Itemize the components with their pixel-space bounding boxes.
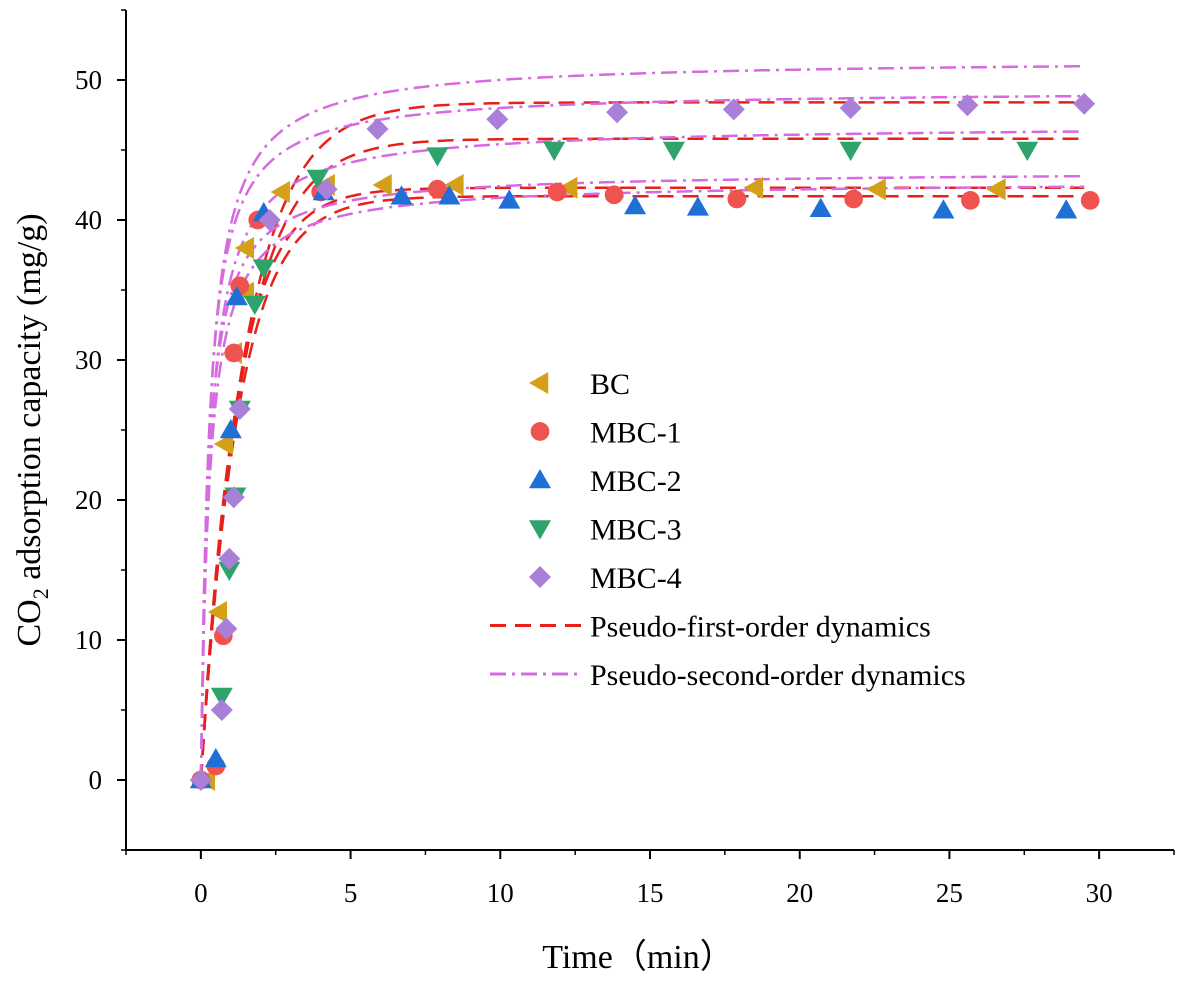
legend-label-pso: Pseudo-second-order dynamics (590, 659, 966, 692)
x-tick-label: 30 (1086, 878, 1113, 908)
pso-fit-curve-5 (199, 64, 1085, 781)
point-mbc-3 (252, 259, 275, 279)
point-mbc-2 (686, 196, 709, 216)
pfo-fit-curve-1 (199, 186, 1085, 781)
point-mbc-4 (839, 97, 862, 119)
point-mbc-3 (426, 147, 449, 167)
point-mbc-3 (1016, 141, 1039, 161)
point-mbc-4 (366, 118, 389, 140)
point-mbc-2 (438, 185, 461, 205)
point-mbc-2 (624, 195, 647, 215)
point-mbc-1 (727, 189, 747, 209)
point-mbc-1 (547, 182, 567, 202)
legend-marker-mbc-4 (529, 566, 551, 588)
point-mbc-3 (839, 141, 862, 161)
point-mbc-2 (219, 419, 242, 439)
legend-marker-mbc-1 (530, 422, 550, 441)
point-mbc-4 (258, 209, 281, 231)
point-bc (986, 178, 1006, 201)
point-mbc-3 (210, 687, 233, 707)
y-axis-title-main: CO (11, 599, 48, 646)
x-tick-label: 0 (194, 878, 208, 908)
point-mbc-3 (218, 561, 241, 581)
point-bc (444, 174, 464, 196)
pso-fit-curve-2 (199, 185, 1085, 781)
point-mbc-4 (606, 101, 629, 124)
point-mbc-2 (498, 189, 521, 209)
point-mbc-1 (961, 191, 980, 210)
legend: BC MBC-1 MBC-2 MBC-3 MBC-4 Pseudo-first-order… (490, 368, 966, 692)
x-tick-label: 10 (487, 878, 514, 908)
legend-label-bc: BC (590, 368, 630, 401)
point-mbc-2 (809, 197, 832, 218)
point-bc (207, 601, 228, 623)
legend-label-mbc-3: MBC-3 (590, 514, 682, 547)
point-mbc-1 (844, 189, 863, 209)
pfo-fit-curve-2 (199, 194, 1085, 781)
legend-marker-bc (529, 372, 549, 394)
point-mbc-2 (1055, 199, 1078, 219)
x-axis-title: Time（min） (542, 938, 733, 976)
legend-marker-mbc-3 (529, 520, 551, 540)
x-tick-label: 20 (786, 878, 813, 908)
point-bc (270, 181, 290, 203)
point-mbc-3 (662, 141, 685, 161)
point-mbc-4 (722, 98, 745, 121)
y-tick-label: 0 (89, 765, 103, 795)
point-bc (743, 176, 764, 199)
point-mbc-4 (215, 617, 238, 640)
point-bc (558, 176, 578, 199)
point-mbc-4 (222, 486, 245, 509)
point-mbc-2 (932, 199, 955, 219)
y-axis-title-rest: adsorption capacity (mg/g) (11, 213, 48, 588)
point-mbc-4 (189, 769, 212, 791)
point-mbc-3 (306, 169, 329, 189)
y-axis-title: CO2 adsorption capacity (mg/g) (11, 213, 53, 646)
point-mbc-3 (543, 141, 566, 161)
point-mbc-4 (218, 547, 241, 570)
point-mbc-4 (210, 699, 233, 721)
y-axis-title-subscript: 2 (28, 588, 53, 599)
point-mbc-4 (956, 94, 979, 117)
point-mbc-3 (243, 295, 266, 315)
point-bc (234, 237, 255, 259)
axis-ticks: 0 5 10 15 20 25 30 0 10 20 30 40 50 (75, 9, 1175, 908)
legend-label-mbc-4: MBC-4 (590, 562, 682, 595)
pso-fit-curve-1 (199, 174, 1085, 781)
y-tick-label: 10 (75, 625, 102, 655)
point-bc (213, 433, 234, 455)
point-mbc-2 (204, 748, 227, 768)
point-mbc-2 (390, 185, 413, 205)
x-tick-label: 5 (344, 878, 358, 908)
y-tick-label: 30 (75, 345, 102, 375)
point-bc (866, 178, 886, 201)
data-markers (189, 92, 1100, 791)
point-mbc-1 (1080, 191, 1100, 210)
pso-fit-curve-4 (199, 94, 1085, 781)
pso-fit-curve-3 (199, 130, 1085, 781)
legend-label-pfo: Pseudo-first-order dynamics (590, 611, 931, 644)
point-mbc-4 (315, 178, 338, 201)
point-mbc-1 (428, 179, 447, 199)
point-mbc-2 (225, 286, 248, 306)
point-mbc-4 (228, 398, 251, 420)
x-tick-label: 15 (637, 878, 664, 908)
legend-label-mbc-2: MBC-2 (590, 465, 682, 498)
point-mbc-1 (604, 185, 624, 205)
point-mbc-1 (224, 343, 244, 363)
point-mbc-4 (1073, 92, 1096, 115)
point-mbc-4 (486, 108, 509, 131)
y-tick-label: 40 (75, 205, 102, 235)
point-bc (372, 174, 392, 196)
y-tick-label: 50 (75, 65, 102, 95)
fit-curves (199, 64, 1085, 781)
x-tick-label: 25 (936, 878, 963, 908)
legend-marker-mbc-2 (529, 469, 551, 489)
legend-label-mbc-1: MBC-1 (590, 417, 682, 450)
y-tick-label: 20 (75, 485, 102, 515)
